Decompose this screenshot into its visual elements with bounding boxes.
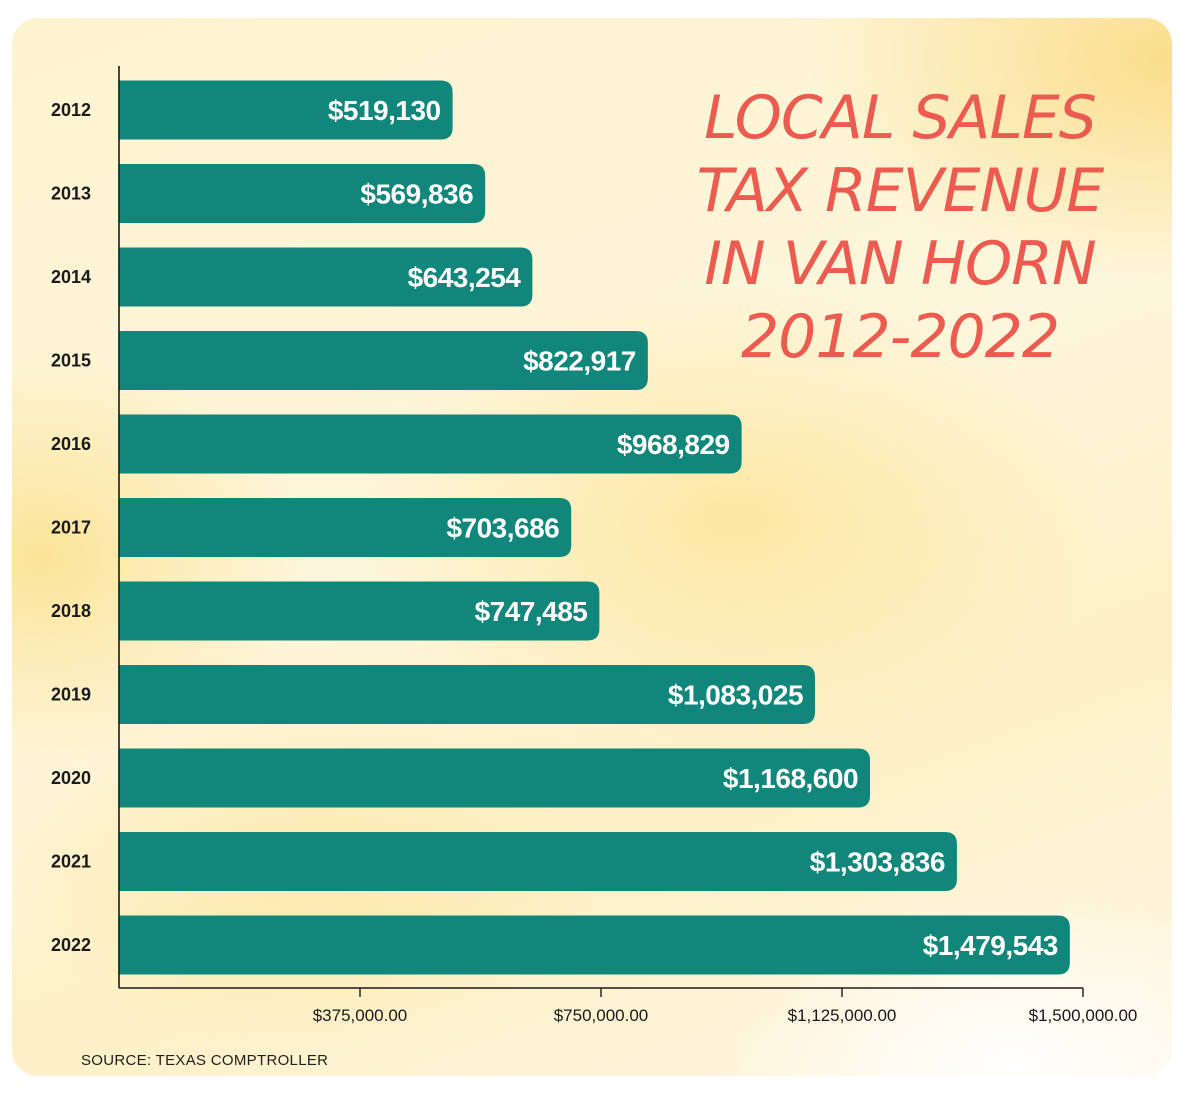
bar-2016 xyxy=(119,414,742,474)
bar-2021 xyxy=(119,832,957,891)
bar-value-label: $747,485 xyxy=(475,596,588,627)
x-tick-label: $375,000.00 xyxy=(313,1006,408,1025)
x-tick-label: $750,000.00 xyxy=(554,1006,649,1025)
bar-value-label: $519,130 xyxy=(328,95,441,126)
y-tick-label: 2020 xyxy=(51,768,91,788)
bar-2020 xyxy=(119,748,871,808)
chart-title: LOCAL SALES TAX REVENUE IN VAN HORN 2012… xyxy=(660,82,1140,374)
chart-title-line-1: LOCAL SALES xyxy=(704,83,1097,153)
y-tick-label: 2022 xyxy=(51,935,91,955)
y-tick-label: 2016 xyxy=(51,434,91,454)
bar-value-label: $569,836 xyxy=(360,179,473,210)
y-tick-label: 2012 xyxy=(51,100,91,120)
bar-value-label: $703,686 xyxy=(446,513,559,544)
chart-title-line-2: TAX REVENUE xyxy=(696,156,1105,226)
bar-2013 xyxy=(119,164,486,223)
y-tick-label: 2015 xyxy=(51,351,91,371)
y-tick-label: 2021 xyxy=(51,852,91,872)
y-tick-label: 2018 xyxy=(51,601,91,621)
bar-2017 xyxy=(119,498,572,557)
bar-value-label: $643,254 xyxy=(408,262,522,293)
bar-2015 xyxy=(119,331,648,390)
y-tick-label: 2019 xyxy=(51,685,91,705)
chart-title-line-3: IN VAN HORN xyxy=(704,229,1097,299)
bar-2014 xyxy=(119,247,533,307)
x-tick-label: $1,500,000.00 xyxy=(1029,1006,1138,1025)
bar-value-label: $1,303,836 xyxy=(810,847,945,878)
y-tick-label: 2013 xyxy=(51,184,91,204)
bar-2018 xyxy=(119,581,600,641)
bar-value-label: $1,083,025 xyxy=(668,680,803,711)
chart-title-line-4: 2012-2022 xyxy=(740,302,1060,372)
x-tick-label: $1,125,000.00 xyxy=(788,1006,897,1025)
bar-value-label: $822,917 xyxy=(523,346,636,377)
bar-value-label: $968,829 xyxy=(617,429,730,460)
bar-value-label: $1,168,600 xyxy=(723,763,858,794)
bar-2012 xyxy=(119,80,453,140)
y-tick-label: 2017 xyxy=(51,518,91,538)
bar-2019 xyxy=(119,665,816,724)
bar-value-label: $1,479,543 xyxy=(923,930,1058,961)
bar-2022 xyxy=(119,915,1070,975)
y-tick-label: 2014 xyxy=(51,267,91,287)
source-note: SOURCE: TEXAS COMPTROLLER xyxy=(81,1052,329,1069)
